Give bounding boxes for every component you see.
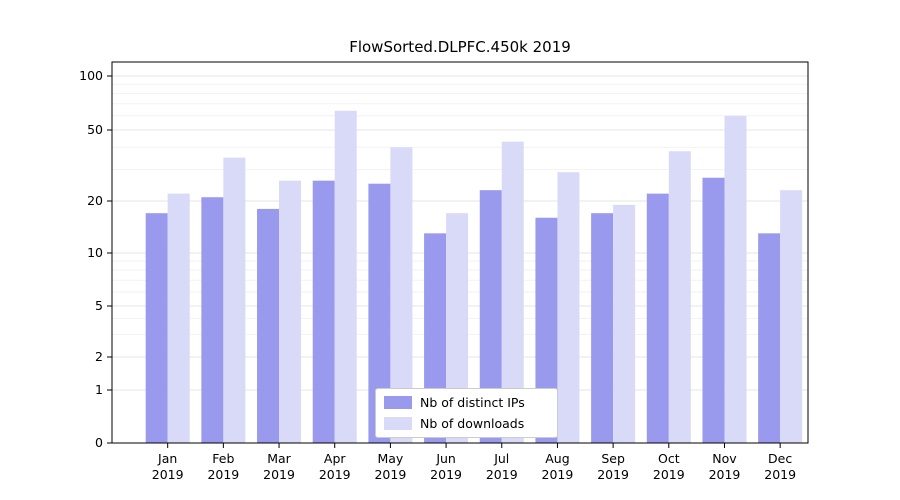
y-tick-label: 50 bbox=[87, 122, 103, 137]
x-tick-label-month: Aug bbox=[545, 451, 569, 466]
x-tick-label-year: 2019 bbox=[597, 467, 629, 482]
bar-downloads bbox=[613, 204, 636, 443]
y-tick-label: 100 bbox=[79, 68, 103, 83]
bar-downloads bbox=[724, 115, 747, 443]
bar-distinct-ips bbox=[312, 180, 335, 444]
x-tick-label-month: Jun bbox=[435, 451, 456, 466]
y-tick-label: 5 bbox=[95, 298, 103, 313]
x-tick-label-month: Feb bbox=[212, 451, 234, 466]
x-tick-label-month: Nov bbox=[712, 451, 737, 466]
bar-downloads bbox=[390, 147, 413, 443]
x-tick-label-year: 2019 bbox=[764, 467, 796, 482]
x-tick-label-month: Jan bbox=[157, 451, 177, 466]
x-tick-label-month: Jul bbox=[493, 451, 509, 466]
bar-distinct-ips bbox=[257, 208, 280, 443]
legend-label-ips: Nb of distinct IPs bbox=[420, 395, 525, 410]
x-tick-label-year: 2019 bbox=[207, 467, 239, 482]
x-tick-label-year: 2019 bbox=[542, 467, 574, 482]
x-tick-label-month: Sep bbox=[601, 451, 625, 466]
y-tick-label: 10 bbox=[87, 245, 103, 260]
y-axis-tick-labels: 0 1 2 5 10 20 50 100 bbox=[79, 68, 112, 450]
x-tick-label-month: Dec bbox=[768, 451, 792, 466]
bar-distinct-ips bbox=[145, 213, 168, 443]
bar-distinct-ips bbox=[758, 233, 781, 443]
y-tick-label: 2 bbox=[95, 349, 103, 364]
legend-swatch-ips bbox=[384, 396, 412, 409]
x-tick-label-year: 2019 bbox=[653, 467, 685, 482]
x-axis-tick-labels: Jan2019Feb2019Mar2019Apr2019May2019Jun20… bbox=[152, 443, 796, 482]
legend: Nb of distinct IPs Nb of downloads bbox=[375, 388, 558, 438]
legend-label-downloads: Nb of downloads bbox=[420, 416, 525, 431]
x-tick-label-year: 2019 bbox=[430, 467, 462, 482]
bar-distinct-ips bbox=[535, 217, 558, 443]
bars-downloads bbox=[167, 110, 803, 444]
bar-distinct-ips bbox=[479, 190, 502, 443]
bar-distinct-ips bbox=[702, 177, 725, 443]
x-tick-label-month: Apr bbox=[324, 451, 346, 466]
x-tick-label-year: 2019 bbox=[152, 467, 184, 482]
bar-distinct-ips bbox=[368, 183, 391, 444]
y-tick-label: 1 bbox=[95, 382, 103, 397]
bar-downloads bbox=[167, 193, 190, 443]
x-tick-label-year: 2019 bbox=[319, 467, 351, 482]
x-tick-label-month: Mar bbox=[267, 451, 291, 466]
bar-downloads bbox=[668, 151, 691, 443]
bar-downloads bbox=[223, 157, 246, 443]
x-tick-label-year: 2019 bbox=[374, 467, 406, 482]
bar-downloads bbox=[557, 172, 580, 443]
x-tick-label-month: Oct bbox=[658, 451, 680, 466]
x-tick-label-month: May bbox=[377, 451, 403, 466]
x-tick-label-year: 2019 bbox=[709, 467, 741, 482]
x-tick-label-year: 2019 bbox=[263, 467, 295, 482]
x-tick-label-year: 2019 bbox=[486, 467, 518, 482]
bar-downloads bbox=[334, 110, 357, 443]
legend-item-distinct-ips: Nb of distinct IPs bbox=[384, 395, 547, 410]
bar-downloads bbox=[780, 190, 803, 443]
bar-distinct-ips bbox=[646, 193, 669, 443]
y-tick-label: 0 bbox=[95, 435, 103, 450]
y-tick-label: 20 bbox=[87, 193, 103, 208]
legend-item-downloads: Nb of downloads bbox=[384, 416, 547, 431]
bar-downloads bbox=[279, 180, 302, 444]
bar-distinct-ips bbox=[591, 213, 614, 443]
bar-distinct-ips bbox=[201, 197, 224, 443]
bar-downloads bbox=[501, 141, 524, 443]
legend-swatch-downloads bbox=[384, 417, 412, 430]
bar-downloads bbox=[446, 213, 469, 443]
chart-title: FlowSorted.DLPFC.450k 2019 bbox=[349, 38, 571, 56]
